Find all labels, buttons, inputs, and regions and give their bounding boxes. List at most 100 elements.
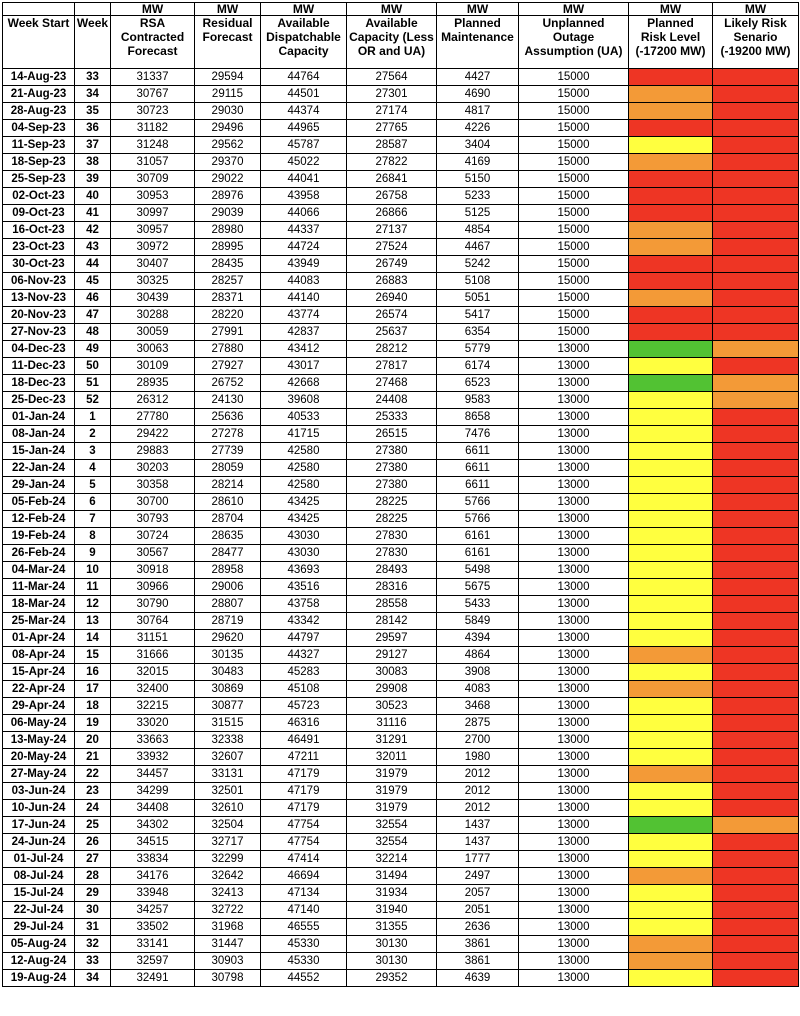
likely-risk-scenario-cell xyxy=(712,323,799,341)
likely-risk-scenario-cell xyxy=(712,544,799,562)
planned-maintenance-cell: 6611 xyxy=(436,442,519,460)
planned-maintenance-cell: 8658 xyxy=(436,408,519,426)
residual-forecast-cell: 30483 xyxy=(194,663,261,681)
unplanned-outage-cell: 13000 xyxy=(518,408,629,426)
unplanned-outage-cell: 13000 xyxy=(518,578,629,596)
likely-risk-scenario-cell xyxy=(712,255,799,273)
residual-forecast-cell: 28980 xyxy=(194,221,261,239)
risk-outlook-table: MW MW MW MW MW MW MW MW Week Start Week … xyxy=(2,2,799,987)
planned-risk-level-cell xyxy=(628,204,713,222)
planned-risk-level-cell xyxy=(628,714,713,732)
unplanned-outage-cell: 13000 xyxy=(518,833,629,851)
unplanned-outage-cell: 13000 xyxy=(518,680,629,698)
rsa-forecast-cell: 31151 xyxy=(110,629,195,647)
week-start-cell: 04-Mar-24 xyxy=(2,561,75,579)
week-start-cell: 25-Dec-23 xyxy=(2,391,75,409)
table-row: 29-Apr-24 18 32215 30877 45723 30523 3468 13000 xyxy=(2,697,799,715)
available-dispatchable-cell: 45108 xyxy=(260,680,347,698)
planned-maintenance-cell: 4864 xyxy=(436,646,519,664)
available-capacity-cell: 31355 xyxy=(346,918,437,936)
residual-forecast-cell: 28807 xyxy=(194,595,261,613)
unit-residual: MW xyxy=(194,2,261,16)
table-row: 18-Dec-23 51 28935 26752 42668 27468 6523 13000 xyxy=(2,374,799,392)
week-start-cell: 12-Aug-24 xyxy=(2,952,75,970)
likely-risk-scenario-cell xyxy=(712,867,799,885)
unplanned-outage-cell: 15000 xyxy=(518,153,629,171)
planned-maintenance-cell: 6523 xyxy=(436,374,519,392)
planned-risk-level-cell xyxy=(628,136,713,154)
likely-risk-scenario-cell xyxy=(712,340,799,358)
week-cell: 44 xyxy=(74,255,111,273)
planned-maintenance-cell: 6174 xyxy=(436,357,519,375)
rsa-forecast-cell: 28935 xyxy=(110,374,195,392)
unplanned-outage-cell: 15000 xyxy=(518,323,629,341)
week-start-cell: 28-Aug-23 xyxy=(2,102,75,120)
planned-risk-level-cell xyxy=(628,85,713,103)
available-capacity-cell: 32554 xyxy=(346,833,437,851)
header-rsa-forecast: RSA Contracted Forecast xyxy=(110,15,195,69)
week-start-cell: 25-Sep-23 xyxy=(2,170,75,188)
residual-forecast-cell: 30903 xyxy=(194,952,261,970)
unplanned-outage-cell: 13000 xyxy=(518,663,629,681)
likely-risk-scenario-cell xyxy=(712,136,799,154)
available-capacity-cell: 31494 xyxy=(346,867,437,885)
week-cell: 8 xyxy=(74,527,111,545)
planned-risk-level-cell xyxy=(628,340,713,358)
table-row: 27-Nov-23 48 30059 27991 42837 25637 6354 15000 xyxy=(2,323,799,341)
rsa-forecast-cell: 34299 xyxy=(110,782,195,800)
planned-risk-level-cell xyxy=(628,646,713,664)
likely-risk-scenario-cell xyxy=(712,697,799,715)
week-start-cell: 14-Aug-23 xyxy=(2,68,75,86)
rsa-forecast-cell: 30358 xyxy=(110,476,195,494)
available-capacity-cell: 27301 xyxy=(346,85,437,103)
planned-risk-level-cell xyxy=(628,918,713,936)
week-cell: 17 xyxy=(74,680,111,698)
table-row: 10-Jun-24 24 34408 32610 47179 31979 2012 13000 xyxy=(2,799,799,817)
likely-risk-scenario-cell xyxy=(712,119,799,137)
week-cell: 36 xyxy=(74,119,111,137)
available-dispatchable-cell: 44764 xyxy=(260,68,347,86)
week-cell: 9 xyxy=(74,544,111,562)
unplanned-outage-cell: 13000 xyxy=(518,527,629,545)
residual-forecast-cell: 32299 xyxy=(194,850,261,868)
available-dispatchable-cell: 42580 xyxy=(260,442,347,460)
header-available-capacity: Available Capacity (Less OR and UA) xyxy=(346,15,437,69)
week-cell: 4 xyxy=(74,459,111,477)
week-cell: 31 xyxy=(74,918,111,936)
planned-maintenance-cell: 2636 xyxy=(436,918,519,936)
week-start-cell: 15-Jul-24 xyxy=(2,884,75,902)
available-capacity-cell: 32214 xyxy=(346,850,437,868)
residual-forecast-cell: 28435 xyxy=(194,255,261,273)
likely-risk-scenario-cell xyxy=(712,408,799,426)
table-row: 19-Aug-24 34 32491 30798 44552 29352 4639 13000 xyxy=(2,969,799,987)
rsa-forecast-cell: 34457 xyxy=(110,765,195,783)
header-available-dispatchable: Available Dispatchable Capacity xyxy=(260,15,347,69)
table-row: 04-Mar-24 10 30918 28958 43693 28493 5498 13000 xyxy=(2,561,799,579)
week-cell: 52 xyxy=(74,391,111,409)
available-capacity-cell: 30523 xyxy=(346,697,437,715)
header-label: Likely Risk Senario (-19200 MW) xyxy=(720,16,791,59)
available-dispatchable-cell: 43774 xyxy=(260,306,347,324)
available-dispatchable-cell: 45022 xyxy=(260,153,347,171)
available-dispatchable-cell: 39608 xyxy=(260,391,347,409)
week-start-cell: 10-Jun-24 xyxy=(2,799,75,817)
residual-forecast-cell: 28704 xyxy=(194,510,261,528)
week-start-cell: 18-Sep-23 xyxy=(2,153,75,171)
available-dispatchable-cell: 44140 xyxy=(260,289,347,307)
planned-maintenance-cell: 6161 xyxy=(436,527,519,545)
available-dispatchable-cell: 46694 xyxy=(260,867,347,885)
unplanned-outage-cell: 15000 xyxy=(518,238,629,256)
week-start-cell: 11-Sep-23 xyxy=(2,136,75,154)
planned-maintenance-cell: 3404 xyxy=(436,136,519,154)
planned-risk-level-cell xyxy=(628,255,713,273)
table-row: 01-Jan-24 1 27780 25636 40533 25333 8658 13000 xyxy=(2,408,799,426)
available-dispatchable-cell: 47754 xyxy=(260,833,347,851)
week-start-cell: 02-Oct-23 xyxy=(2,187,75,205)
week-start-cell: 08-Apr-24 xyxy=(2,646,75,664)
week-cell: 43 xyxy=(74,238,111,256)
planned-maintenance-cell: 5779 xyxy=(436,340,519,358)
available-capacity-cell: 30130 xyxy=(346,935,437,953)
planned-risk-level-cell xyxy=(628,884,713,902)
available-dispatchable-cell: 43412 xyxy=(260,340,347,358)
unplanned-outage-cell: 13000 xyxy=(518,850,629,868)
